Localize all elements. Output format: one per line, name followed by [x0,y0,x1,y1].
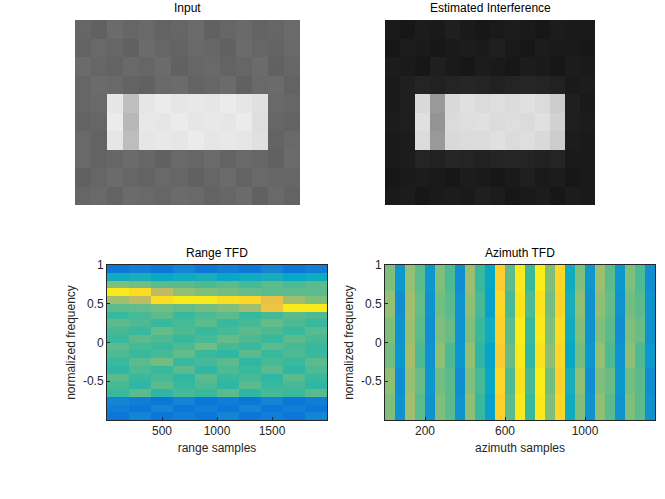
svg-text:normalized frequency: normalized frequency [64,285,78,400]
svg-text:1: 1 [97,258,104,272]
svg-text:Range TFD: Range TFD [186,246,248,260]
svg-text:-0.5: -0.5 [361,374,382,388]
svg-text:600: 600 [495,424,515,438]
svg-text:0.5: 0.5 [365,297,382,311]
svg-text:500: 500 [152,424,172,438]
svg-text:1000: 1000 [572,424,599,438]
svg-text:normalized frequency: normalized frequency [342,285,356,400]
svg-text:1500: 1500 [259,424,286,438]
svg-text:range samples: range samples [178,441,257,455]
svg-text:1000: 1000 [204,424,231,438]
svg-text:Input: Input [174,1,201,15]
svg-text:-0.5: -0.5 [83,374,104,388]
svg-text:200: 200 [415,424,435,438]
svg-text:azimuth samples: azimuth samples [475,441,565,455]
svg-text:0: 0 [375,336,382,350]
svg-text:Azimuth TFD: Azimuth TFD [485,246,555,260]
svg-text:0.5: 0.5 [87,297,104,311]
svg-text:1: 1 [375,258,382,272]
svg-text:Estimated Interference: Estimated Interference [430,1,551,15]
svg-text:0: 0 [97,336,104,350]
